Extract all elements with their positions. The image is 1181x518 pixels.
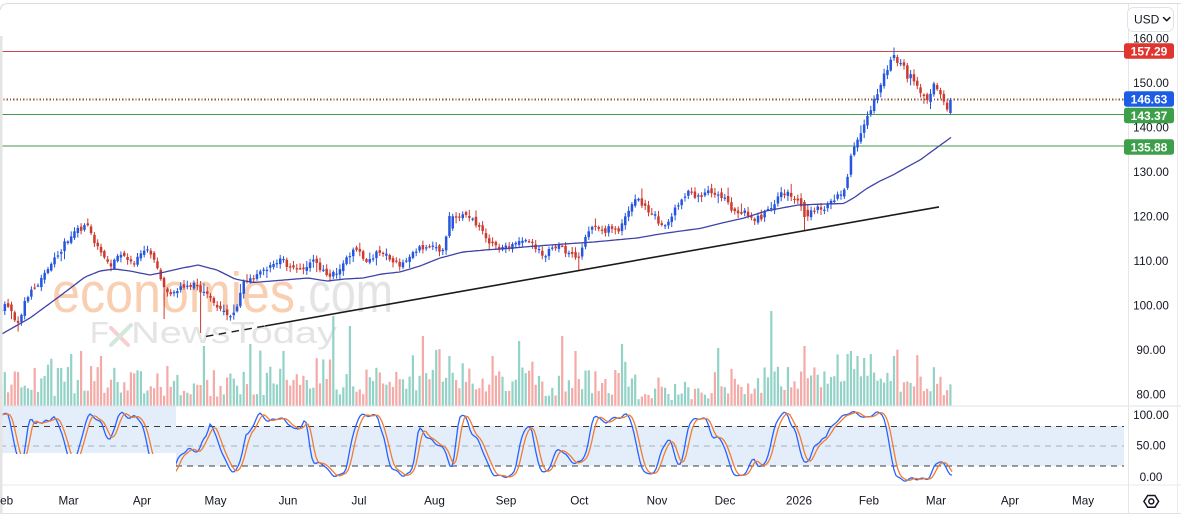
svg-text:Mar: Mar — [59, 495, 79, 508]
svg-text:Nov: Nov — [647, 495, 668, 508]
svg-text:F: F — [90, 315, 109, 350]
svg-text:Sep: Sep — [496, 495, 517, 508]
svg-text:Dec: Dec — [715, 495, 736, 508]
svg-text:100.00: 100.00 — [1133, 300, 1169, 313]
svg-text:50.00: 50.00 — [1136, 440, 1166, 453]
svg-text:Jun: Jun — [279, 495, 298, 508]
svg-text:Feb: Feb — [859, 495, 880, 508]
svg-text:Aug: Aug — [424, 495, 445, 508]
svg-text:0.00: 0.00 — [1140, 471, 1163, 484]
svg-text:160.00: 160.00 — [1133, 33, 1169, 46]
svg-text:143.37: 143.37 — [1131, 109, 1168, 123]
svg-text:Mar: Mar — [926, 495, 946, 508]
svg-text:150.00: 150.00 — [1133, 77, 1169, 90]
svg-text:May: May — [1072, 495, 1094, 508]
svg-text:Apr: Apr — [1001, 495, 1019, 508]
svg-text:80.00: 80.00 — [1136, 389, 1166, 402]
svg-text:.com: .com — [296, 261, 393, 325]
svg-text:130.00: 130.00 — [1133, 166, 1169, 179]
svg-text:2026: 2026 — [786, 495, 812, 508]
svg-text:Jul: Jul — [352, 495, 367, 508]
svg-text:120.00: 120.00 — [1133, 211, 1169, 224]
svg-text:Oct: Oct — [570, 495, 589, 508]
svg-text:Apr: Apr — [133, 495, 151, 508]
svg-text:90.00: 90.00 — [1136, 344, 1166, 357]
svg-text:135.88: 135.88 — [1131, 141, 1168, 155]
svg-text:146.63: 146.63 — [1131, 93, 1168, 107]
svg-text:157.29: 157.29 — [1131, 45, 1168, 59]
svg-text:USD: USD — [1134, 13, 1160, 27]
svg-text:May: May — [204, 495, 226, 508]
svg-text:140.00: 140.00 — [1133, 122, 1169, 135]
svg-text:110.00: 110.00 — [1134, 255, 1169, 268]
svg-text:100.00: 100.00 — [1133, 409, 1169, 422]
svg-text:Feb: Feb — [0, 495, 14, 508]
svg-text:NewsToday: NewsToday — [131, 315, 338, 350]
